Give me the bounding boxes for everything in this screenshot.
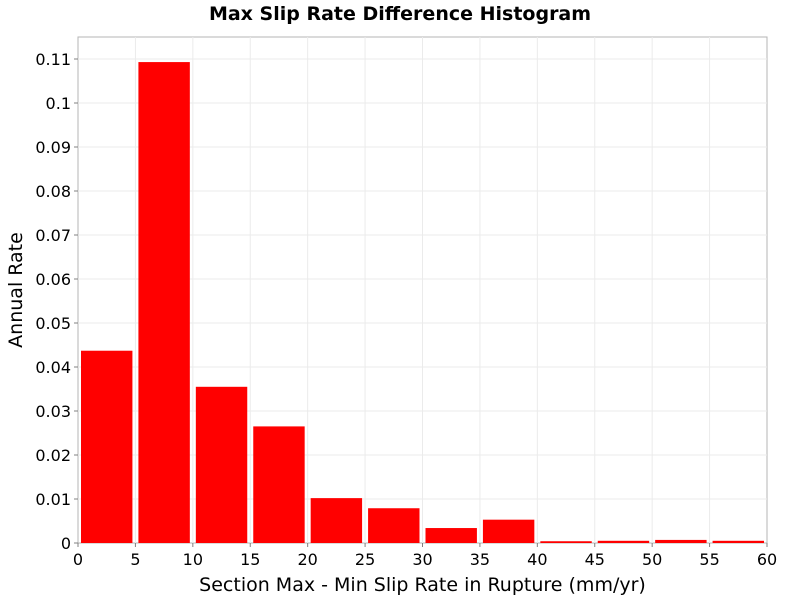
histogram-bar xyxy=(655,539,707,543)
y-axis-ticks: 0 0.01 0.02 0.03 0.04 0.05 0.06 0.07 0.08 0.09 0.1… xyxy=(35,50,78,553)
histogram-bar xyxy=(253,426,305,543)
histogram-bar xyxy=(540,541,592,543)
y-tick-label: 0.04 xyxy=(35,358,71,377)
histogram-bar xyxy=(138,62,190,543)
x-tick-label: 20 xyxy=(297,550,317,569)
histogram-bar xyxy=(597,540,650,543)
histogram-bar xyxy=(81,350,133,543)
x-tick-label: 50 xyxy=(642,550,662,569)
x-tick-label: 45 xyxy=(585,550,605,569)
y-tick-label: 0.03 xyxy=(35,402,71,421)
x-tick-label: 5 xyxy=(130,550,140,569)
x-tick-label: 35 xyxy=(470,550,490,569)
y-tick-label: 0.11 xyxy=(35,50,71,69)
histogram-bar xyxy=(482,519,535,543)
histogram-bar xyxy=(368,508,420,543)
y-tick-label: 0.02 xyxy=(35,446,71,465)
histogram-bar xyxy=(195,386,248,543)
x-tick-label: 40 xyxy=(527,550,547,569)
y-tick-label: 0.08 xyxy=(35,182,71,201)
y-axis-label: Annual Rate xyxy=(5,232,27,348)
histogram-bar xyxy=(712,540,764,543)
gridlines xyxy=(78,37,767,543)
histogram-bar xyxy=(310,498,363,543)
y-tick-label: 0 xyxy=(61,534,71,553)
bars xyxy=(81,62,764,543)
x-tick-label: 30 xyxy=(412,550,432,569)
y-tick-label: 0.01 xyxy=(35,490,71,509)
x-axis-ticks: 0 5 10 15 20 25 30 35 40 45 50 55 60 xyxy=(73,543,777,569)
x-tick-label: 15 xyxy=(240,550,260,569)
chart-title: Max Slip Rate Difference Histogram xyxy=(209,3,591,25)
x-tick-label: 25 xyxy=(355,550,375,569)
x-tick-label: 60 xyxy=(757,550,777,569)
x-tick-label: 55 xyxy=(699,550,719,569)
y-tick-label: 0.07 xyxy=(35,226,71,245)
y-tick-label: 0.06 xyxy=(35,270,71,289)
x-axis-label: Section Max - Min Slip Rate in Rupture (… xyxy=(199,574,646,596)
y-tick-label: 0.05 xyxy=(35,314,71,333)
x-tick-label: 10 xyxy=(183,550,203,569)
x-tick-label: 0 xyxy=(73,550,83,569)
y-tick-label: 0.09 xyxy=(35,138,71,157)
y-tick-label: 0.1 xyxy=(46,94,71,113)
histogram-bar xyxy=(425,528,477,543)
